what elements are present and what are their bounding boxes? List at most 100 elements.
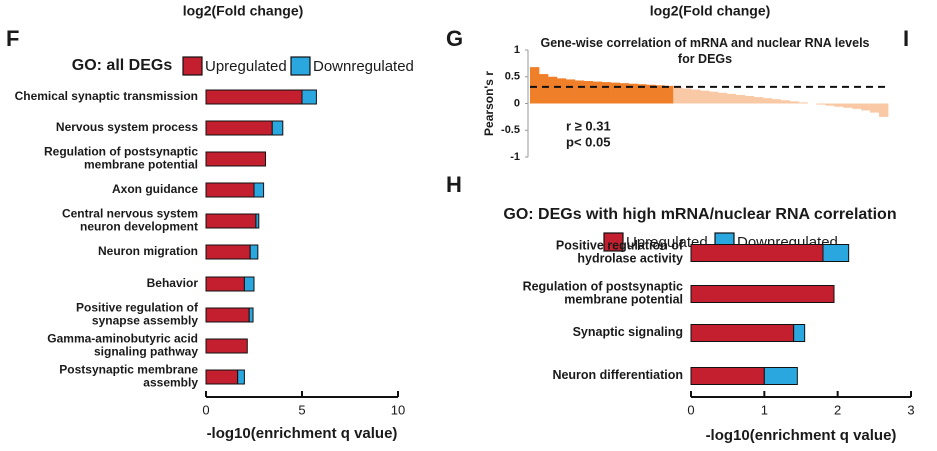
category-label-line: membrane potential [84, 158, 198, 172]
category-label: Positive regulation of synapse assembly [76, 301, 199, 328]
bar [771, 99, 781, 104]
chart-title-line: Gene-wise correlation of mRNA and nuclea… [540, 36, 869, 50]
bar-segment [205, 151, 267, 167]
bar [619, 83, 629, 104]
category-label-line: Chemical synaptic transmission [15, 89, 198, 103]
chart-title: GO: DEGs with high mRNA/nuclear RNA corr… [503, 206, 896, 223]
y-tick-label: 1 [514, 44, 520, 56]
category-label-line: membrane potential [564, 293, 683, 307]
bar-segment [205, 89, 303, 105]
bar [709, 91, 719, 104]
bar-segment [248, 307, 254, 323]
panel-label: I [903, 26, 909, 51]
category-label: Neuron migration [98, 244, 198, 258]
cropped-axis-label: log2(Fold change) [183, 3, 304, 19]
chart-title: Gene-wise correlation of mRNA and nuclea… [540, 36, 869, 66]
bar [530, 67, 540, 104]
chart-title: GO: all DEGs [72, 57, 173, 74]
category-label-line: Synaptic signaling [573, 325, 683, 339]
bar [816, 103, 826, 105]
category-label: Synaptic signaling [573, 325, 683, 339]
category-label-line: assembly [143, 376, 198, 390]
y-tick-label: -1 [510, 151, 520, 163]
bar [583, 81, 594, 104]
category-label: Axon guidance [112, 182, 198, 196]
chart-title-line: for DEGs [678, 52, 732, 66]
bar [825, 103, 835, 106]
bar-segment [301, 89, 317, 105]
category-label-line: Positive regulation of [556, 239, 684, 253]
cropped-axis-label: log2(Fold change) [650, 3, 771, 19]
panel-label: H [446, 172, 462, 197]
category-label-line: signaling pathway [94, 345, 198, 359]
annotation: p< 0.05 [566, 134, 610, 149]
category-label-line: Nervous system process [56, 120, 198, 134]
x-axis-label: -log10(enrichment q value) [207, 425, 398, 442]
category-label: Gamma-aminobutyric acid signaling pathway [47, 332, 198, 359]
bar-segment [255, 213, 260, 229]
bar-segment [205, 182, 255, 198]
category-label-line: Axon guidance [112, 182, 198, 196]
category-label: Central nervous system neuron development [62, 207, 198, 234]
bar [646, 84, 656, 104]
legend-label: Upregulated [626, 234, 708, 251]
bar-segment [249, 244, 259, 260]
category-label-line: Neuron differentiation [552, 368, 683, 382]
y-axis-label: Pearson's r [482, 71, 496, 136]
category-label-line: Central nervous system [62, 207, 198, 221]
legend-label: Upregulated [205, 58, 287, 75]
bar-segment [690, 285, 835, 303]
bar [556, 78, 567, 104]
category-label: Regulation of postsynaptic membrane poten… [523, 280, 683, 307]
bar [700, 90, 710, 104]
category-label: Postsynaptic membrane assembly [59, 363, 198, 390]
bar-segment [793, 324, 806, 342]
bar [861, 103, 871, 111]
category-label: Nervous system process [56, 120, 198, 134]
bar-segment [763, 367, 798, 385]
y-tick-label: 0.5 [505, 71, 520, 83]
bar-segment [253, 182, 265, 198]
category-label: Neuron differentiation [552, 368, 683, 382]
bar [538, 74, 549, 104]
bar [852, 103, 862, 109]
bar [655, 85, 665, 104]
legend-swatch [290, 56, 311, 76]
bar [834, 103, 844, 107]
bar [744, 96, 755, 104]
bar [762, 98, 773, 104]
legend-swatch [182, 56, 203, 76]
bar-segment [243, 276, 255, 292]
bar [592, 81, 602, 104]
x-tick-label: 1 [761, 402, 768, 417]
bar [664, 85, 674, 104]
panel-label: F [6, 26, 19, 51]
bar [780, 100, 790, 104]
x-tick-label: 5 [298, 402, 305, 417]
bar-segment [205, 338, 248, 354]
bar-segment [205, 276, 245, 292]
bar-segment [205, 307, 250, 323]
category-label-line: Positive regulation of [76, 301, 199, 315]
x-tick-label: 3 [907, 402, 914, 417]
bar [798, 102, 808, 104]
bar-segment [822, 244, 850, 262]
bar-segment [205, 213, 257, 229]
y-tick-label: 0 [514, 97, 520, 109]
category-label-line: Regulation of postsynaptic [44, 145, 198, 159]
bar-segment [205, 369, 239, 385]
legend-swatch [603, 232, 624, 252]
category-label-line: Regulation of postsynaptic [523, 280, 683, 294]
bar-segment [271, 120, 284, 136]
bar [601, 82, 611, 104]
category-label-line: Neuron migration [98, 244, 198, 258]
category-label: Chemical synaptic transmission [15, 89, 198, 103]
category-label-line: Behavior [147, 276, 199, 290]
annotation: r ≥ 0.31 [566, 118, 611, 133]
bar [565, 79, 576, 104]
x-tick-label: 0 [202, 402, 209, 417]
bar [547, 76, 558, 104]
bar-segment [690, 244, 824, 262]
